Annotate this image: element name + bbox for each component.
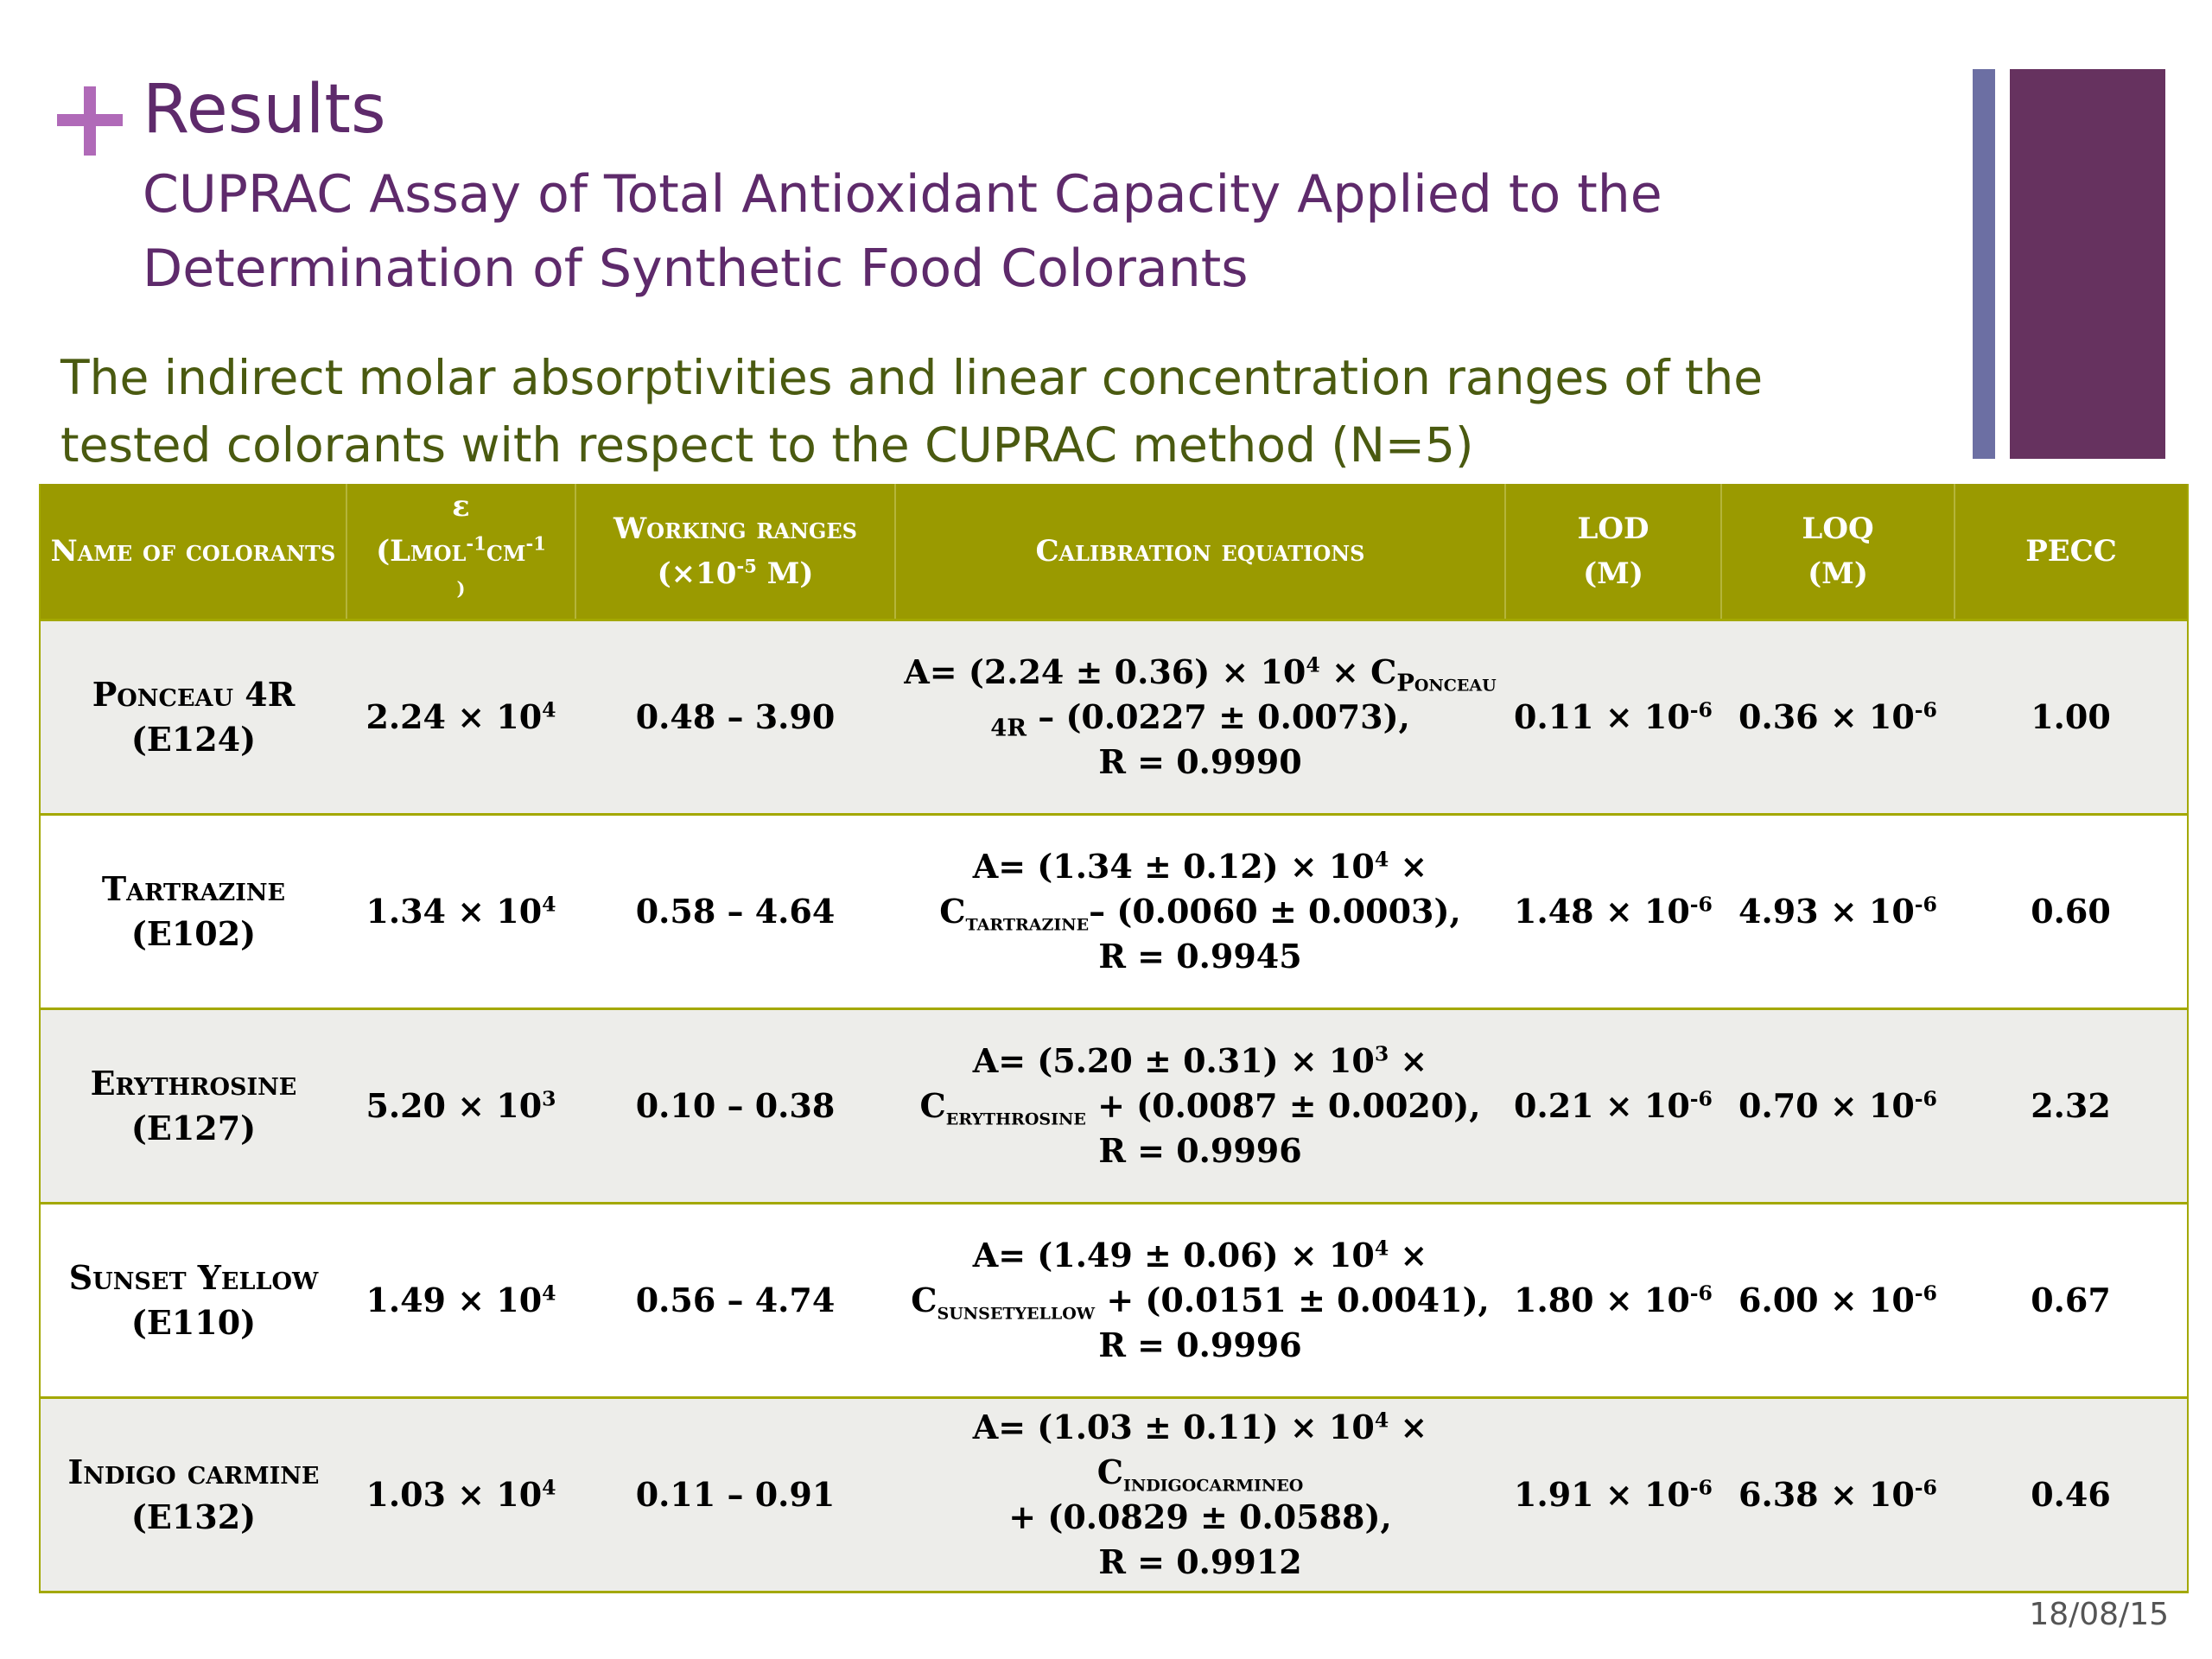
lod-value: 0.21 × 10-6 — [1505, 1007, 1721, 1204]
pecc-value: 2.32 — [1955, 1007, 2188, 1204]
table-row: Erythrosine (E127) 5.20 × 103 0.10 – 0.38… — [40, 1007, 2188, 1204]
working-range: 0.56 – 4.74 — [575, 1202, 895, 1398]
table-caption: The indirect molar absorptivities and li… — [60, 350, 1764, 473]
lod-value: 1.80 × 10-6 — [1505, 1202, 1721, 1398]
lod-value: 0.11 × 10-6 — [1505, 619, 1721, 815]
header-pecc: PECC — [1954, 484, 2188, 620]
colorant-name: Erythrosine (E127) — [40, 1007, 346, 1204]
working-range: 0.58 – 4.64 — [575, 813, 895, 1009]
epsilon-value: 5.20 × 103 — [346, 1007, 575, 1204]
working-range: 0.11 – 0.91 — [575, 1396, 895, 1592]
table-header-row: Name of colorants ε (Lmol-1cm-1 ) Workin… — [40, 484, 2188, 620]
lod-value: 1.48 × 10-6 — [1505, 813, 1721, 1009]
colorants-table: Name of colorants ε (Lmol-1cm-1 ) Workin… — [39, 484, 2189, 1593]
calibration-equation: A= (2.24 ± 0.36) × 104 × CPonceau 4R – (… — [895, 619, 1505, 815]
epsilon-value: 1.03 × 104 — [346, 1396, 575, 1592]
colorant-name: Tartrazine (E102) — [40, 813, 346, 1009]
header-loq: LOQ (M) — [1720, 484, 1955, 620]
table-row: Tartrazine (E102) 1.34 × 104 0.58 – 4.64 … — [40, 813, 2188, 1009]
colorant-name: Ponceau 4R (E124) — [40, 619, 346, 815]
pecc-value: 1.00 — [1955, 619, 2188, 815]
calibration-equation: A= (5.20 ± 0.31) × 103 × Cerythrosine + … — [895, 1007, 1505, 1204]
loq-value: 6.38 × 10-6 — [1721, 1396, 1955, 1592]
loq-value: 6.00 × 10-6 — [1721, 1202, 1955, 1398]
slide-title: Results — [143, 71, 386, 149]
header-calibration: Calibration equations — [894, 484, 1505, 620]
decorative-bar-thin — [1973, 69, 1995, 459]
table-row: Sunset Yellow (E110) 1.49 × 104 0.56 – 4.… — [40, 1202, 2188, 1398]
pecc-value: 0.67 — [1955, 1202, 2188, 1398]
pecc-value: 0.60 — [1955, 813, 2188, 1009]
lod-value: 1.91 × 10-6 — [1505, 1396, 1721, 1592]
calibration-equation: A= (1.34 ± 0.12) × 104 × Ctartrazine– (0… — [895, 813, 1505, 1009]
calibration-equation: A= (1.49 ± 0.06) × 104 × Csunsetyellow +… — [895, 1202, 1505, 1398]
header-epsilon: ε (Lmol-1cm-1 ) — [346, 484, 575, 620]
header-working-ranges: Working ranges (×10-5 M) — [575, 484, 895, 620]
epsilon-value: 1.34 × 104 — [346, 813, 575, 1009]
loq-value: 4.93 × 10-6 — [1721, 813, 1955, 1009]
loq-value: 0.70 × 10-6 — [1721, 1007, 1955, 1204]
colorant-name: Indigo carmine (E132) — [40, 1396, 346, 1592]
decorative-bar-wide — [2010, 69, 2165, 459]
header-lod: LOD (M) — [1504, 484, 1721, 620]
slide-subtitle: CUPRAC Assay of Total Antioxidant Capaci… — [143, 164, 1662, 299]
epsilon-value: 2.24 × 104 — [346, 619, 575, 815]
pecc-value: 0.46 — [1955, 1396, 2188, 1592]
table-row: Indigo carmine (E132) 1.03 × 104 0.11 – 0… — [40, 1396, 2188, 1592]
working-range: 0.10 – 0.38 — [575, 1007, 895, 1204]
colorant-name: Sunset Yellow (E110) — [40, 1202, 346, 1398]
plus-icon — [57, 86, 126, 156]
header-name: Name of colorants — [40, 484, 346, 620]
loq-value: 0.36 × 10-6 — [1721, 619, 1955, 815]
working-range: 0.48 – 3.90 — [575, 619, 895, 815]
calibration-equation: A= (1.03 ± 0.11) × 104 × Cindigocarmineo… — [895, 1396, 1505, 1592]
table-row: Ponceau 4R (E124) 2.24 × 104 0.48 – 3.90 … — [40, 619, 2188, 815]
slide-date: 18/08/15 — [2029, 1597, 2169, 1632]
epsilon-value: 1.49 × 104 — [346, 1202, 575, 1398]
